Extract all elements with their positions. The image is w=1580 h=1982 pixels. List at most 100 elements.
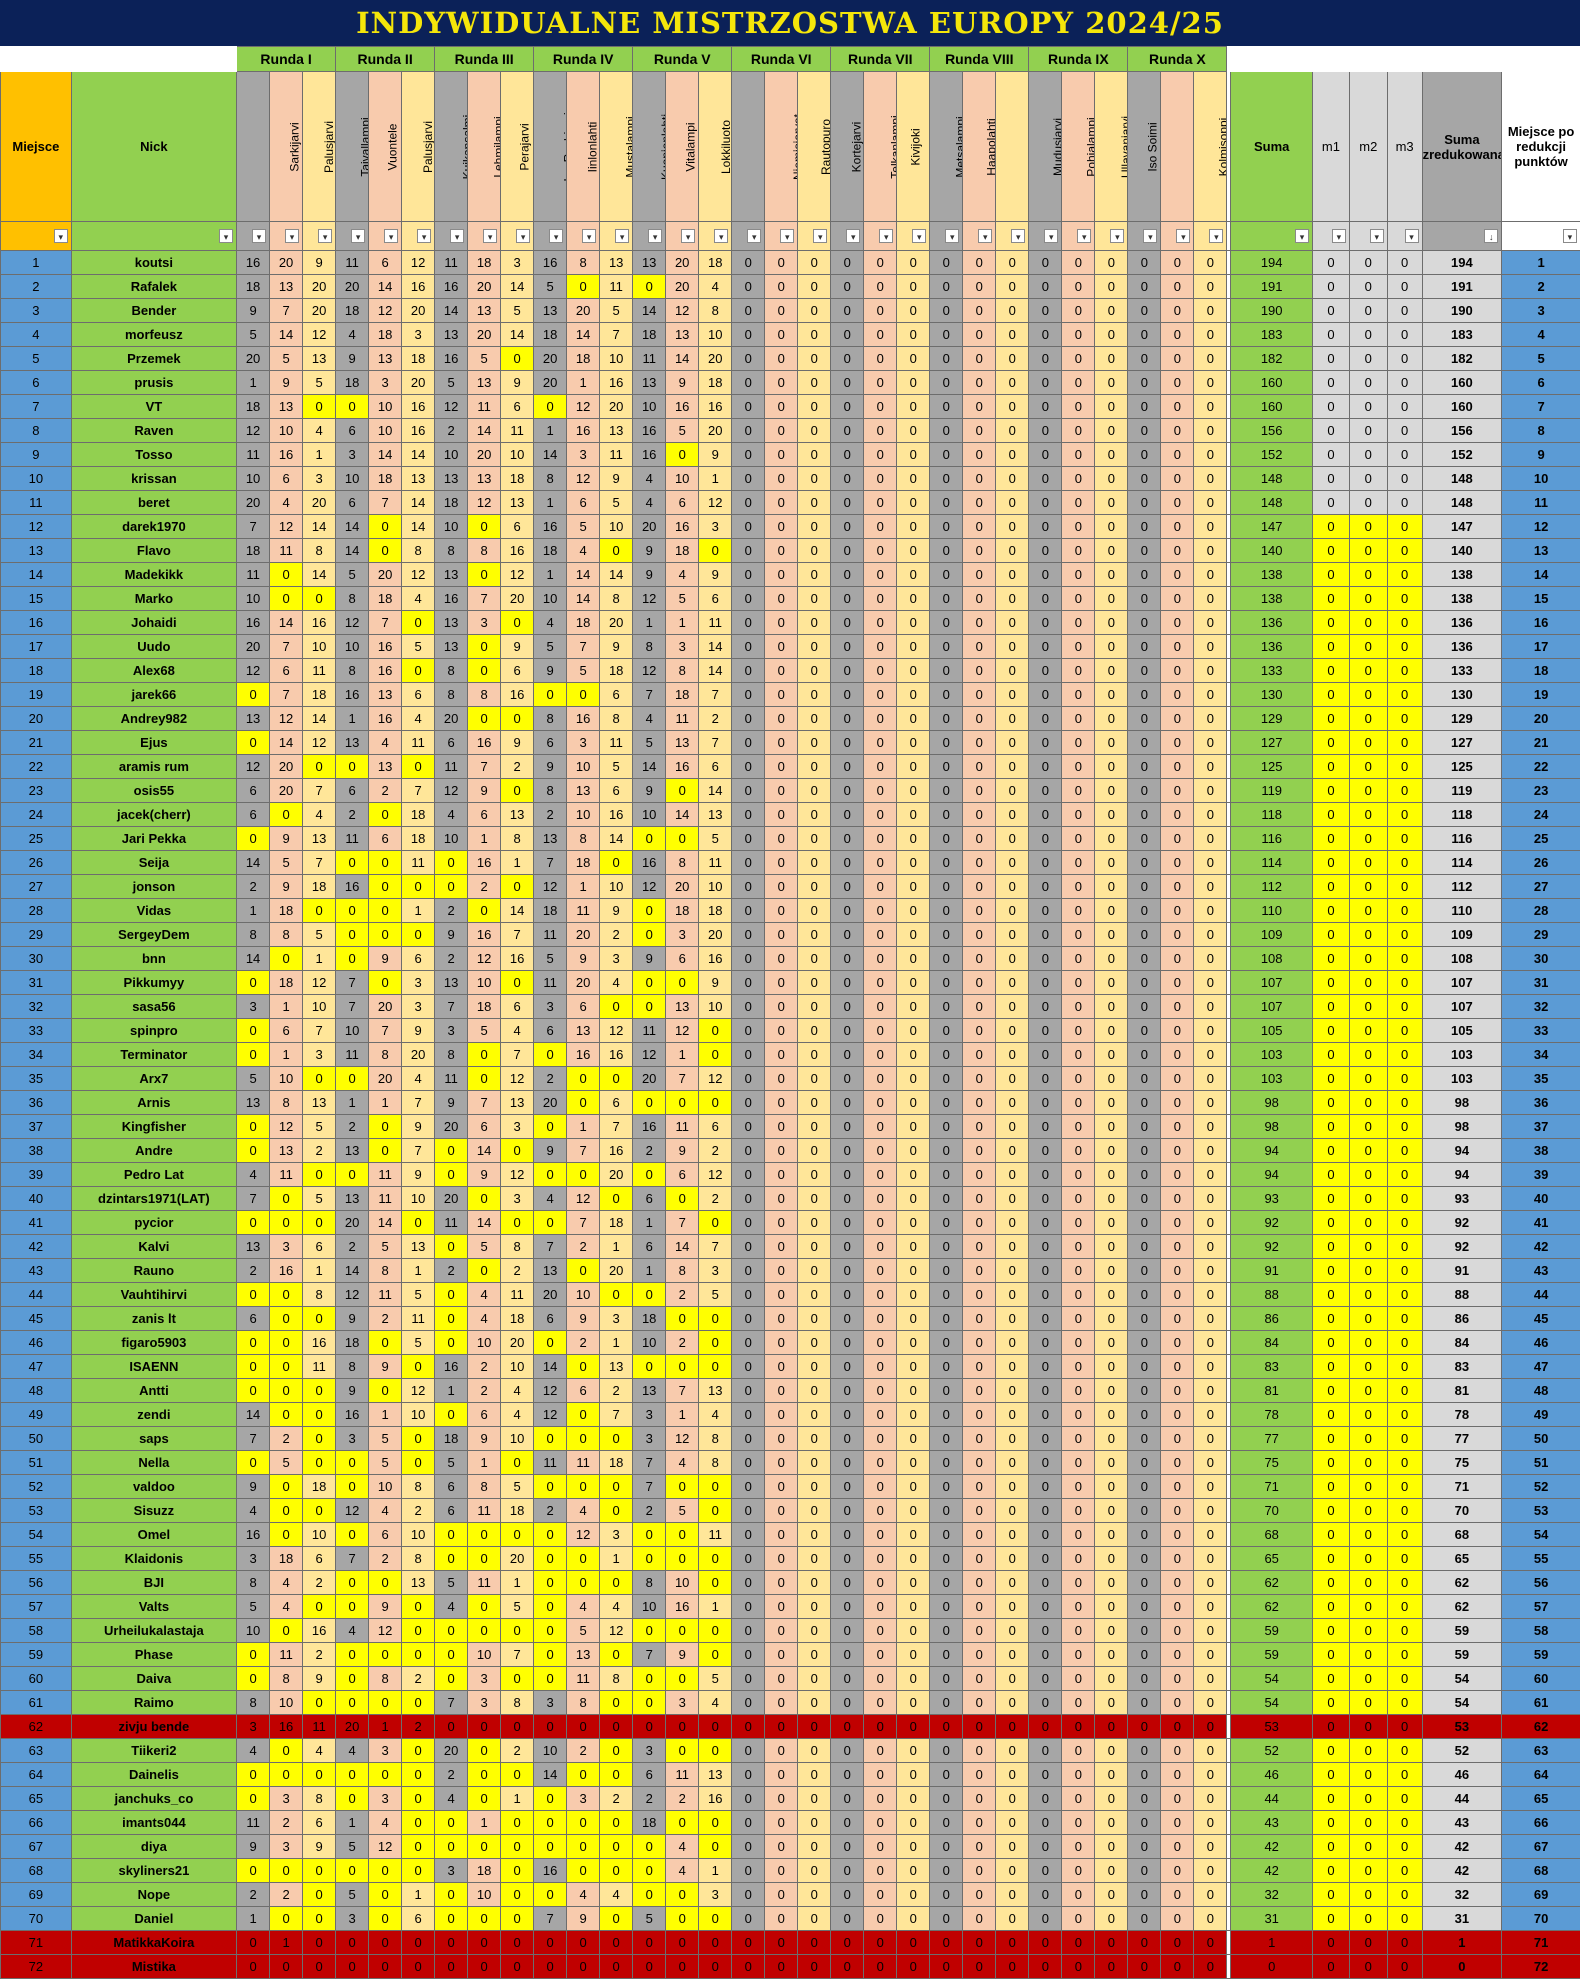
score-cell: 14 [236,850,271,875]
score-cell: 0 [896,1954,931,1979]
score-cell: 7 [269,298,304,323]
score-cell: 11 [434,754,469,779]
dropdown-arrow-icon[interactable]: ▾ [219,229,234,243]
miejsce-po-cell: 65 [1501,1786,1580,1811]
score-cell: 0 [302,1426,337,1451]
score-cell: 7 [698,730,733,755]
score-cell: 0 [500,1210,535,1235]
dropdown-arrow-icon[interactable]: ▾ [285,229,300,243]
score-cell: 0 [929,1114,964,1139]
table-row: 35 Arx7 5 10 0 0 20 4 11 0 12 2 0 0 20 7 12 0 0 0 0 0 0 0 0 0 0 0 0 0… [0,1066,1580,1091]
dropdown-arrow-icon[interactable]: ▾ [549,229,564,243]
dropdown-arrow-icon[interactable]: ▾ [945,229,960,243]
dropdown-arrow-icon[interactable]: ▾ [1011,229,1026,243]
score-cell: 1 [566,1114,601,1139]
score-cell: 0 [896,1282,931,1307]
score-cell: 0 [1061,1594,1096,1619]
m-cell: 0 [1348,394,1388,419]
score-cell: 14 [401,514,436,539]
dropdown-arrow-icon[interactable]: ▾ [450,229,465,243]
score-cell: 3 [500,1186,535,1211]
score-cell: 0 [764,1114,799,1139]
dropdown-arrow-icon[interactable]: ▾ [1077,229,1092,243]
score-cell: 0 [269,1354,304,1379]
dropdown-arrow-icon[interactable]: ▾ [747,229,762,243]
dropdown-arrow-icon[interactable]: ▾ [1176,229,1191,243]
dropdown-arrow-icon[interactable]: ▾ [1404,229,1419,243]
header-miejsce-po-redukcji-label: Miejsce po redukcji punktów [1507,124,1575,169]
score-cell: 18 [467,1858,502,1883]
score-cell: 9 [269,826,304,851]
score-cell: 0 [236,1642,271,1667]
score-cell: 3 [269,1234,304,1259]
suma-cell: 103 [1230,1042,1314,1067]
score-cell: 0 [1193,1882,1228,1907]
dropdown-arrow-icon[interactable]: ▾ [1295,229,1310,243]
score-cell: 2 [401,1666,436,1691]
score-cell: 0 [1094,874,1129,899]
dropdown-arrow-icon[interactable]: ▾ [912,229,927,243]
dropdown-arrow-icon[interactable]: ▾ [846,229,861,243]
score-cell: 0 [1160,658,1195,683]
score-cell: 16 [236,250,271,275]
score-cell: 2 [236,874,271,899]
filter-cell: ▾ [698,221,733,251]
score-cell: 0 [764,1186,799,1211]
dropdown-arrow-icon[interactable]: ▾ [417,229,432,243]
dropdown-arrow-icon[interactable]: ▾ [978,229,993,243]
dropdown-arrow-icon[interactable]: ▾ [681,229,696,243]
dropdown-arrow-icon[interactable]: ▾ [252,229,267,243]
dropdown-arrow-icon[interactable]: ▾ [1143,229,1158,243]
score-cell: 0 [500,706,535,731]
score-cell: 12 [698,490,733,515]
dropdown-arrow-icon[interactable]: ▾ [813,229,828,243]
place-cell: 62 [0,1714,72,1739]
m-cell: 0 [1348,1186,1388,1211]
dropdown-arrow-icon[interactable]: ▾ [516,229,531,243]
score-cell: 6 [467,1402,502,1427]
miejsce-po-cell: 57 [1501,1594,1580,1619]
score-cell: 0 [896,514,931,539]
dropdown-arrow-icon[interactable]: ▾ [714,229,729,243]
dropdown-arrow-icon[interactable]: ▾ [351,229,366,243]
sort-desc-icon[interactable]: ↓ [1484,229,1499,243]
dropdown-arrow-icon[interactable]: ▾ [318,229,333,243]
place-cell: 30 [0,946,72,971]
dropdown-arrow-icon[interactable]: ▾ [582,229,597,243]
score-cell: 3 [599,946,634,971]
score-cell: 0 [863,994,898,1019]
dropdown-arrow-icon[interactable]: ▾ [1110,229,1125,243]
miejsce-po-cell: 68 [1501,1858,1580,1883]
suma-cell: 160 [1230,394,1314,419]
dropdown-arrow-icon[interactable]: ▾ [780,229,795,243]
score-cell: 0 [962,970,997,995]
score-cell: 0 [1028,1474,1063,1499]
miejsce-po-cell: 26 [1501,850,1580,875]
table-row: 5 Przemek 20 5 13 9 13 18 16 5 0 20 18 10 11 14 20 0 0 0 0 0 0… [0,346,1580,371]
place-cell: 38 [0,1138,72,1163]
score-cell: 11 [434,1210,469,1235]
lake-name: Lokkiluoto [719,119,732,175]
score-cell: 16 [368,634,403,659]
dropdown-arrow-icon[interactable]: ▾ [1562,229,1577,243]
place-cell: 36 [0,1090,72,1115]
score-cell: 0 [599,1834,634,1859]
score-cell: 0 [698,1330,733,1355]
dropdown-arrow-icon[interactable]: ▾ [1331,229,1346,243]
score-cell: 1 [632,610,667,635]
score-cell: 0 [929,1330,964,1355]
m-cell: 0 [1386,562,1423,587]
score-cell: 13 [368,682,403,707]
dropdown-arrow-icon[interactable]: ▾ [1369,229,1384,243]
dropdown-arrow-icon[interactable]: ▾ [648,229,663,243]
dropdown-arrow-icon[interactable]: ▾ [879,229,894,243]
dropdown-arrow-icon[interactable]: ▾ [615,229,630,243]
m-cell: 0 [1348,1138,1388,1163]
dropdown-arrow-icon[interactable]: ▾ [483,229,498,243]
dropdown-arrow-icon[interactable]: ▾ [1209,229,1224,243]
dropdown-arrow-icon[interactable]: ▾ [384,229,399,243]
dropdown-arrow-icon[interactable]: ▾ [53,229,68,243]
dropdown-arrow-icon[interactable]: ▾ [1044,229,1059,243]
score-cell: 0 [764,298,799,323]
score-cell: 18 [434,1426,469,1451]
